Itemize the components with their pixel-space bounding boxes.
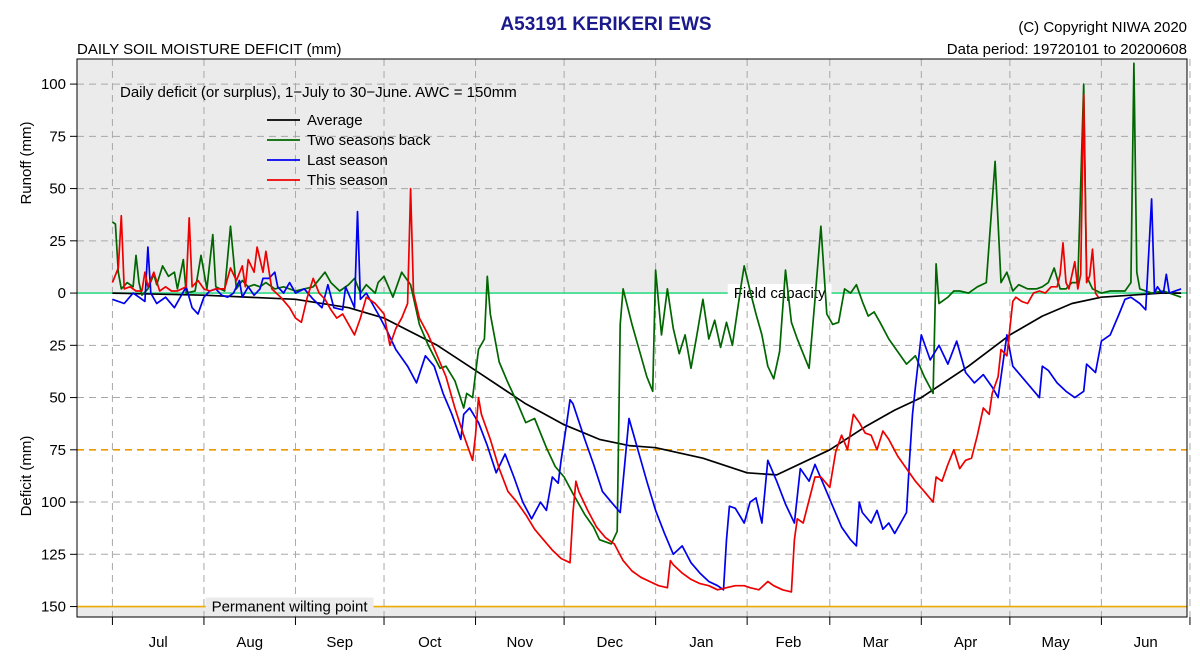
y-tick-label: 50 [49,181,66,198]
y-tick-label: 75 [49,442,66,459]
wilting-point-label: Permanent wilting point [212,599,369,616]
month-label: Sep [326,634,353,651]
y-tick-label: 25 [49,337,66,354]
y-tick-label: 0 [58,285,66,302]
y-tick-label: 25 [49,233,66,250]
series-line-two-seasons-back [111,62,1182,545]
series-line-this-season [111,93,1100,593]
month-label: Jan [689,634,713,651]
month-label: Dec [597,634,624,651]
month-label: Feb [776,634,802,651]
month-label: Aug [236,634,263,651]
below-wilting-zone [77,606,1187,617]
y-tick-label: 150 [41,599,66,616]
y-tick-label: 125 [41,546,66,563]
plot-background [77,59,1187,617]
chart-subtitle: DAILY SOIL MOISTURE DEFICIT (mm) [77,41,341,58]
grid-lines [77,59,1191,617]
field-capacity-label: Field capacity [734,285,826,302]
month-label: Mar [863,634,889,651]
series-line-average [112,292,1182,476]
y-axis-label-deficit: Deficit (mm) [18,436,35,517]
y-tick-label: 75 [49,128,66,145]
wilting-point-label-bg [205,597,374,616]
month-label: Apr [954,634,977,651]
month-label: Nov [506,634,533,651]
series-line-last-season [112,198,1182,591]
month-label: Jul [149,634,168,651]
month-label: May [1041,634,1070,651]
legend-label: Last season [307,152,388,169]
month-label: Jun [1134,634,1158,651]
y-tick-label: 100 [41,76,66,93]
legend-label: This season [307,172,388,189]
y-tick-label: 100 [41,494,66,511]
runoff-zone [77,59,1187,294]
data-period-text: Data period: 19720101 to 20200608 [947,41,1187,58]
field-capacity-label-bg [727,284,832,303]
note-text: Daily deficit (or surplus), 1−July to 30… [120,84,517,101]
legend-label: Two seasons back [307,132,431,149]
axes: 100 75 50 25 0 25 50 75 100 125 150 Jul Aug Sep Oct Nov… [41,58,1191,651]
plot-frame [76,58,1188,618]
reference-lines: Field capacity Permanent wilting point [77,284,1187,616]
y-tick-label: 50 [49,390,66,407]
month-label: Oct [418,634,442,651]
copyright-text: (C) Copyright NIWA 2020 [1018,19,1187,36]
y-axis-label-runoff: Runoff (mm) [18,121,35,204]
legend-label: Average [307,112,363,129]
legend: Average Two seasons back Last season This s… [267,112,431,189]
chart-title: A53191 KERIKERI EWS [500,14,711,35]
series-lines [111,62,1182,593]
